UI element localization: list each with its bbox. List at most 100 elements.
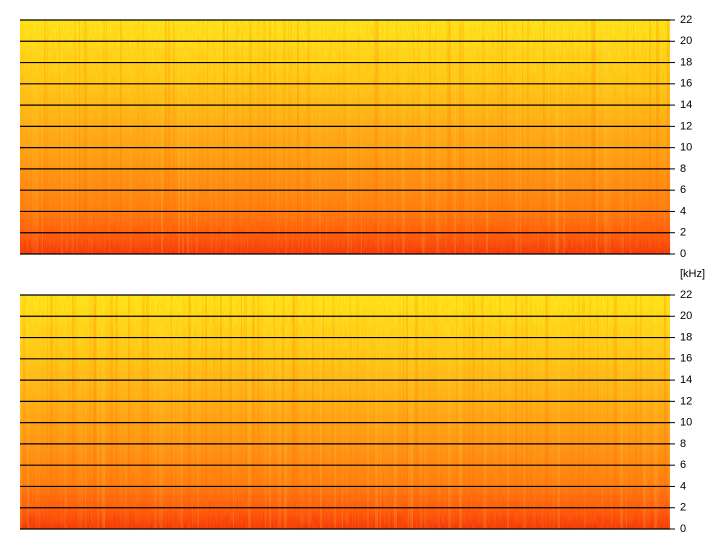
spectral-band (518, 295, 521, 529)
spectral-band (553, 20, 555, 254)
spectral-band (642, 20, 643, 254)
spectral-band (478, 295, 479, 529)
spectral-band (312, 295, 314, 529)
spectral-band (490, 20, 491, 254)
spectral-band (297, 295, 298, 529)
spectral-band (72, 295, 74, 529)
spectral-band (326, 20, 327, 254)
spectral-band (411, 20, 412, 254)
spectral-band (382, 20, 385, 254)
spectral-band (151, 20, 153, 254)
spectral-band (415, 295, 418, 529)
spectral-band (361, 20, 362, 254)
spectral-band (241, 295, 242, 529)
spectral-band (418, 20, 419, 254)
spectral-band (640, 20, 642, 254)
spectral-band (640, 295, 642, 529)
spectral-band (656, 20, 659, 254)
spectral-band (561, 20, 563, 254)
spectral-band (265, 295, 266, 529)
spectral-band (557, 295, 560, 529)
spectral-band (459, 20, 462, 254)
spectral-band (336, 20, 337, 254)
spectral-band (565, 295, 568, 529)
spectral-band (323, 295, 324, 529)
spectral-band (50, 295, 53, 529)
spectral-band (555, 20, 558, 254)
spectral-band (515, 295, 517, 529)
spectral-band (261, 295, 263, 529)
spectral-band (195, 295, 196, 529)
spectral-band (667, 20, 669, 254)
spectral-band (561, 295, 562, 529)
spectral-band (534, 295, 535, 529)
spectral-band (669, 20, 671, 254)
spectral-band (391, 20, 393, 254)
spectral-band (98, 20, 100, 254)
spectral-band (77, 20, 78, 254)
spectral-band (643, 295, 646, 529)
spectral-band (154, 295, 157, 529)
y-tick-label: 10 (680, 142, 692, 154)
spectral-band (263, 20, 266, 254)
spectral-band (47, 295, 48, 529)
spectral-band (34, 20, 37, 254)
spectral-band (173, 295, 174, 529)
spectral-band (339, 20, 340, 254)
y-tick-label: 8 (680, 438, 686, 450)
spectral-band (515, 20, 518, 254)
spectral-band (197, 295, 199, 529)
spectral-band (44, 20, 46, 254)
spectral-band (538, 20, 539, 254)
spectral-band (42, 295, 44, 529)
spectral-band (198, 20, 199, 254)
spectral-band (463, 295, 466, 529)
spectral-band (624, 20, 627, 254)
spectral-band (501, 20, 503, 254)
spectral-band (188, 295, 191, 529)
y-tick-label: 8 (680, 163, 686, 175)
spectral-band (207, 20, 208, 254)
spectral-band (578, 295, 580, 529)
spectral-band (135, 295, 138, 529)
spectral-band (260, 20, 262, 254)
spectral-band (300, 295, 302, 529)
spectral-band (38, 295, 40, 529)
spectral-band (191, 20, 192, 254)
spectral-band (327, 295, 330, 529)
spectral-band (664, 295, 666, 529)
spectral-band (651, 20, 654, 254)
spectral-band (352, 295, 353, 529)
spectral-band (290, 20, 292, 254)
spectral-band (294, 295, 297, 529)
spectral-band (654, 295, 657, 529)
spectral-band (492, 20, 494, 254)
spectral-band (177, 295, 179, 529)
spectral-band (426, 20, 429, 254)
spectral-band (125, 20, 126, 254)
spectral-band (71, 20, 74, 254)
spectral-band (630, 295, 633, 529)
spectral-band (242, 20, 243, 254)
spectral-band (120, 295, 122, 529)
spectral-band (84, 20, 87, 254)
spectral-band (434, 20, 437, 254)
spectral-band (347, 295, 348, 529)
y-tick-label: 22 (680, 14, 692, 26)
spectral-band (146, 295, 149, 529)
spectral-band (406, 295, 408, 529)
spectral-band (549, 295, 551, 529)
spectral-band (231, 20, 234, 254)
spectral-band (215, 20, 217, 254)
spectral-band (668, 295, 670, 529)
spectral-band (267, 20, 269, 254)
spectral-band (202, 295, 203, 529)
spectral-band (314, 20, 316, 254)
spectral-band (142, 20, 145, 254)
spectral-band (459, 295, 462, 529)
spectral-band (529, 20, 532, 254)
spectral-band (375, 295, 378, 529)
spectral-band (429, 20, 431, 254)
spectral-band (238, 295, 239, 529)
